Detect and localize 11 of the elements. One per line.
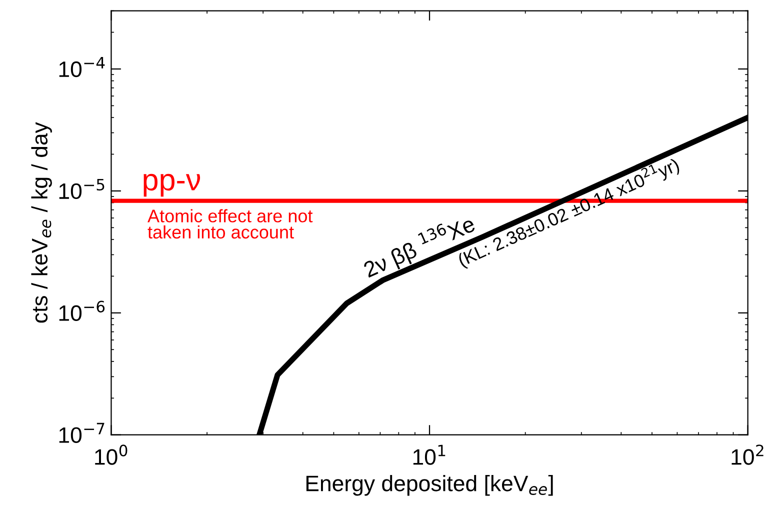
x-axis-title: Energy deposited [keV$_{ee}$] (306, 475, 553, 496)
y-tick-label: 10$^{−7}$ (59, 422, 104, 443)
x-tick-label: 10$^{2}$ (732, 444, 764, 465)
ref-line-label: pp-ν (144, 174, 200, 197)
y-tick-label: 10$^{−5}$ (59, 178, 104, 200)
annotation: Atomic effect are not taken into account (148, 209, 313, 239)
y-tick-label: 10$^{−6}$ (59, 300, 105, 321)
y-tick-label: 10$^{−4}$ (59, 57, 105, 78)
y-axis-title: cts / keV$_{ee}$ / kg / day (31, 122, 52, 323)
x-tick-label: 10$^{0}$ (95, 444, 128, 465)
x-tick-label: 10$^{1}$ (413, 444, 446, 465)
